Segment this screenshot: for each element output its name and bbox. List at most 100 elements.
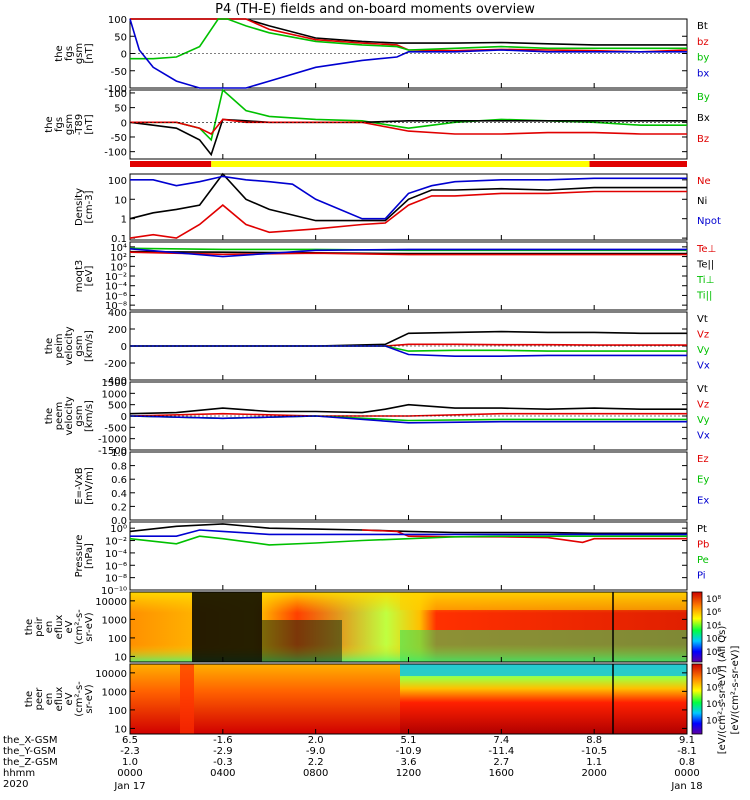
y-axis-label-p6-1: peem: [54, 402, 65, 430]
colorbar-axis-label: [eV/(cm²-s-sr-eV)] (All Qs): [717, 626, 728, 755]
y-axis-label-p7-1: [mV/m]: [84, 467, 95, 505]
y-tick-label-p8-4: 10⁻⁸: [105, 574, 127, 585]
y-tick-label-p8-1: 10⁻²: [105, 537, 127, 548]
y-tick-label-p10-3: 10: [114, 724, 127, 735]
y-tick-label-p6-0: 1500: [102, 378, 127, 389]
y-tick-label-p3-3: 0.1: [111, 234, 127, 245]
legend-p8-Pi-3: Pi: [697, 571, 706, 582]
y-axis-label-p9-2: en: [44, 621, 55, 634]
y-tick-label-p6-2: 500: [108, 401, 127, 412]
x-col-6-date: Jan 18: [670, 781, 702, 792]
y-axis-label-p4-0: moqt3: [74, 260, 85, 293]
x-col-1-xgsm: -1.6: [213, 735, 233, 746]
y-tick-label-p7-2: 0.6: [111, 475, 127, 486]
mode-bar-segment-0: [130, 161, 212, 167]
legend-p6-Vy-2: Vy: [697, 415, 710, 426]
series-p2-Bx: [129, 118, 687, 157]
y-axis-label-p5-4: [km/s]: [84, 330, 95, 362]
legend-p4-Te-1: Te||: [696, 260, 714, 271]
y-axis-label-p10-6: sr-eV): [84, 684, 95, 713]
y-axis-label-p4-1: [eV]: [84, 266, 95, 287]
x-col-4-zgsm: 2.7: [493, 757, 509, 768]
x-row-label-2: the_Z-GSM: [3, 757, 58, 768]
y-axis-label-p1-3: [nT]: [84, 43, 95, 63]
legend-p7-Ey-1: Ey: [697, 475, 709, 486]
y-tick-label-p4-1: 10²: [110, 253, 127, 264]
series-p8-Pe: [129, 535, 687, 546]
x-col-0-ygsm: -2.3: [120, 746, 140, 757]
legend-p1-Bt-0: Bt: [697, 21, 708, 32]
x-col-5-hhmm: 2000: [581, 768, 606, 779]
series-p4-Ti: [129, 247, 687, 252]
series-p1-Bt: [130, 18, 687, 46]
y-tick-label-p3-2: 1: [121, 215, 127, 226]
series-p1-bx: [129, 18, 687, 89]
y-axis-label-p9-5: (cm²-s-: [74, 609, 85, 645]
x-col-4-xgsm: 7.4: [493, 735, 509, 746]
y-tick-label-p2-2: 0: [121, 118, 127, 129]
y-axis-label-p5-3: gsm: [74, 335, 85, 356]
y-tick-label-p6-4: -500: [104, 423, 127, 434]
colorbar-tick-p10-2: 10⁴: [706, 700, 721, 710]
series-p3-Npot: [130, 175, 687, 220]
colorbar-tick-p10-3: 10²: [706, 717, 721, 727]
x-col-1-zgsm: -0.3: [213, 757, 233, 768]
y-tick-label-p9-1: 1000: [102, 615, 127, 626]
y-axis-label-p6-2: velocity: [64, 396, 75, 435]
legend-p8-Pt-0: Pt: [697, 524, 707, 535]
x-col-0-hhmm: 0000: [117, 768, 142, 779]
series-p1-by: [130, 18, 687, 60]
y-tick-label-p4-2: 10⁰: [110, 262, 127, 273]
y-tick-label-p6-3: 0: [121, 412, 127, 423]
legend-p4-Ti-3: Ti||: [696, 291, 712, 302]
series-p1-bz: [130, 18, 688, 53]
y-tick-label-p1-3: -50: [111, 67, 127, 78]
legend-p4-Ti-2: Ti⊥: [696, 275, 714, 286]
spectrogram-ion-band-top: [400, 592, 687, 610]
y-tick-label-p5-1: 200: [108, 325, 127, 336]
y-tick-label-p4-4: 10⁻⁴: [105, 282, 127, 293]
x-row-label-0: the_X-GSM: [3, 735, 57, 746]
series-p5-Vx: [130, 345, 687, 358]
y-axis-label-p2-3: -T89: [74, 114, 85, 136]
legend-p3-Ne-0: Ne: [697, 176, 711, 187]
series-p8-Pt: [129, 523, 687, 535]
x-col-2-zgsm: 2.2: [308, 757, 324, 768]
colorbar-tick-p10-1: 10⁶: [706, 684, 721, 694]
mode-bar-segment-1: [211, 161, 590, 167]
x-col-3-xgsm: 5.1: [401, 735, 417, 746]
x-col-0-date: Jan 17: [113, 781, 145, 792]
y-tick-label-p4-0: 10⁴: [110, 243, 127, 254]
series-p6-Vx: [129, 415, 687, 424]
legend-p8-Pe-2: Pe: [697, 555, 709, 566]
legend-p7-Ex-2: Ex: [697, 495, 709, 506]
x-col-2-hhmm: 0800: [303, 768, 328, 779]
y-tick-label-p5-0: 400: [108, 308, 127, 319]
series-p3-Ne: [129, 190, 687, 239]
y-axis-label-p3-0: Density: [74, 188, 85, 226]
spectrogram-electron-stripe: [180, 664, 194, 734]
legend-p1-bx-3: bx: [697, 68, 709, 79]
colorbar-electron: [691, 663, 703, 735]
y-axis-label-p6-0: the: [44, 408, 55, 424]
y-axis-label-p6-3: gsm: [74, 405, 85, 426]
y-axis-label-p9-0: the: [24, 619, 35, 635]
y-tick-label-p5-3: -200: [104, 359, 127, 370]
y-axis-label-p2-4: [nT]: [84, 114, 95, 134]
x-col-5-ygsm: -10.5: [581, 746, 607, 757]
y-tick-label-p5-4: -400: [104, 376, 127, 387]
x-row-label-4: 2020: [3, 779, 28, 790]
legend-p5-Vz-1: Vz: [697, 330, 709, 341]
x-col-2-ygsm: -9.0: [306, 746, 326, 757]
colorbar-tick-p9-3: 10²: [706, 635, 721, 645]
y-axis-label-p5-1: peim: [54, 333, 65, 358]
panel-frame-p7: [129, 451, 688, 521]
y-tick-label-p5-2: 0: [121, 342, 127, 353]
y-tick-label-p10-2: 100: [108, 706, 127, 717]
y-tick-label-p7-4: 0.2: [111, 502, 127, 513]
y-tick-label-p7-3: 0.4: [111, 489, 127, 500]
x-col-5-xgsm: 8.8: [586, 735, 602, 746]
series-p6-Vt: [129, 403, 687, 415]
legend-p6-Vz-1: Vz: [697, 400, 709, 411]
